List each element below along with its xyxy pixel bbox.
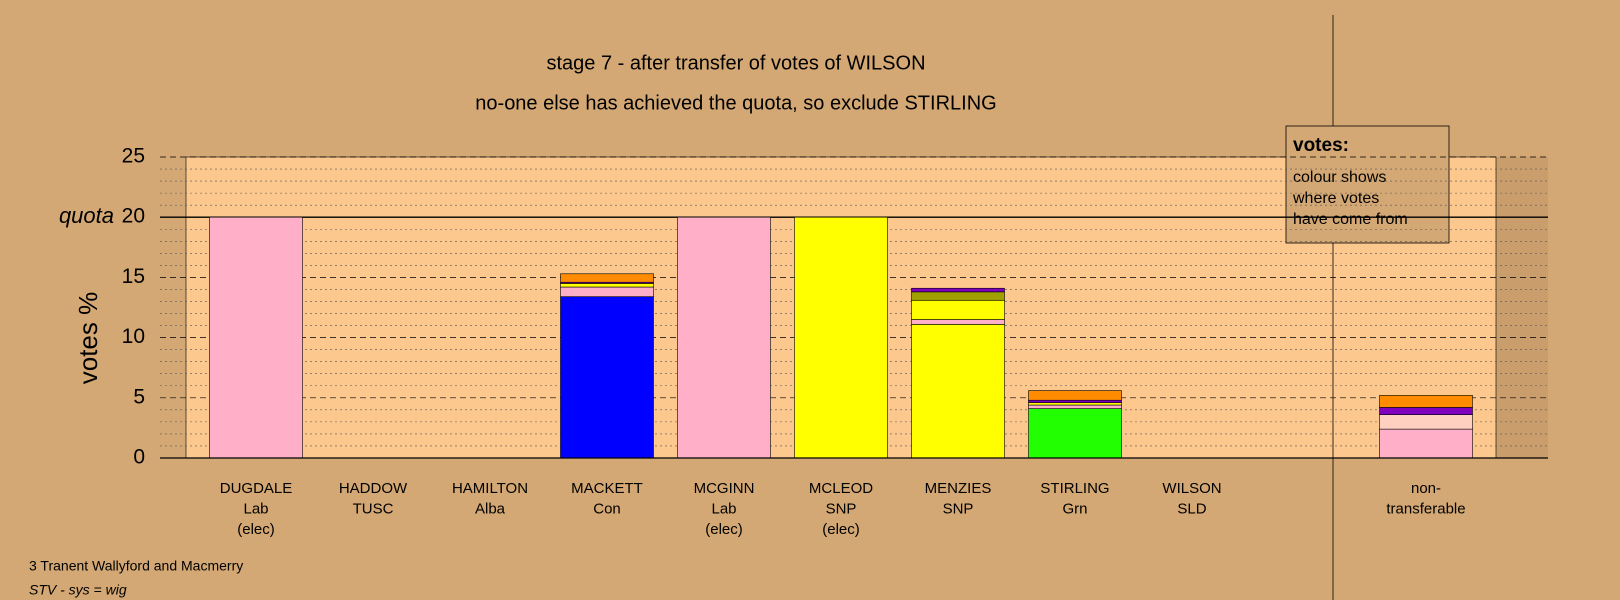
y-tick-label: 15: [122, 265, 145, 288]
bar-segment: [560, 286, 654, 297]
bar-segment: [911, 291, 1005, 301]
x-tick-label: Alba: [475, 500, 506, 517]
x-tick-label: HAMILTON: [452, 480, 528, 497]
y-axis-label: votes %: [73, 292, 103, 385]
bar-segment: [911, 324, 1005, 459]
bar-segment: [1028, 390, 1122, 401]
y-tick-label: 10: [122, 325, 145, 348]
legend-text: have come from: [1293, 211, 1408, 228]
bar-segment: [1028, 404, 1122, 409]
x-tick-label: (elec): [237, 521, 275, 538]
chart-title: stage 7 - after transfer of votes of WIL…: [546, 52, 925, 74]
y-tick-label: 25: [122, 145, 145, 168]
bar-segment: [1379, 428, 1473, 459]
bar-segment: [1379, 395, 1473, 408]
x-tick-label: Lab: [711, 500, 736, 517]
plot-side: [1496, 157, 1548, 458]
x-tick-label: Con: [593, 500, 621, 517]
x-tick-label: non-: [1411, 480, 1441, 497]
bar-segment: [1379, 414, 1473, 430]
x-tick-label: MCLEOD: [809, 480, 873, 497]
x-tick-label: (elec): [705, 521, 743, 538]
bar-segment: [677, 216, 771, 459]
legend-text: colour shows: [1293, 169, 1386, 186]
bar-segment: [560, 283, 654, 288]
bar-segment: [911, 319, 1005, 325]
bar-segment: [560, 296, 654, 459]
x-tick-label: MCGINN: [694, 480, 755, 497]
legend-text: where votes: [1292, 190, 1379, 207]
legend-box: votes: colour shows where votes have com…: [1285, 125, 1450, 244]
x-tick-label: TUSC: [353, 500, 394, 517]
x-tick-label: SLD: [1177, 500, 1206, 517]
bar-segment: [560, 273, 654, 283]
bar-segment: [1028, 399, 1122, 403]
x-tick-label: transferable: [1386, 500, 1465, 517]
bar-segment: [911, 299, 1005, 320]
legend-title: votes:: [1293, 135, 1349, 156]
y-tick-label: 20: [122, 205, 145, 228]
x-tick-label: Lab: [243, 500, 268, 517]
x-tick-label: Grn: [1062, 500, 1087, 517]
x-tick-label: WILSON: [1162, 480, 1221, 497]
x-tick-label: SNP: [826, 500, 857, 517]
footer: STV - sys = wig: [29, 582, 127, 598]
bar-segment: [1379, 407, 1473, 415]
x-tick-label: HADDOW: [339, 480, 408, 497]
x-tick-label: MENZIES: [925, 480, 992, 497]
x-tick-label: SNP: [943, 500, 974, 517]
x-tick-label: (elec): [822, 521, 860, 538]
bar-segment: [794, 216, 888, 459]
bar-segment: [1028, 408, 1122, 459]
x-tick-label: DUGDALE: [220, 480, 293, 497]
x-tick-label: STIRLING: [1040, 480, 1109, 497]
y-tick-label: 5: [133, 385, 145, 408]
footer: 3 Tranent Wallyford and Macmerry: [29, 558, 243, 574]
bar-segment: [209, 216, 303, 459]
chart-subtitle: no-one else has achieved the quota, so e…: [475, 92, 996, 114]
x-tick-label: MACKETT: [571, 480, 643, 497]
legend-frame: [1285, 125, 1450, 244]
bar-segment: [911, 287, 1005, 293]
y-tick-label: 0: [133, 446, 145, 469]
quota-label: quota: [59, 203, 114, 228]
bar-segment: [1028, 402, 1122, 406]
